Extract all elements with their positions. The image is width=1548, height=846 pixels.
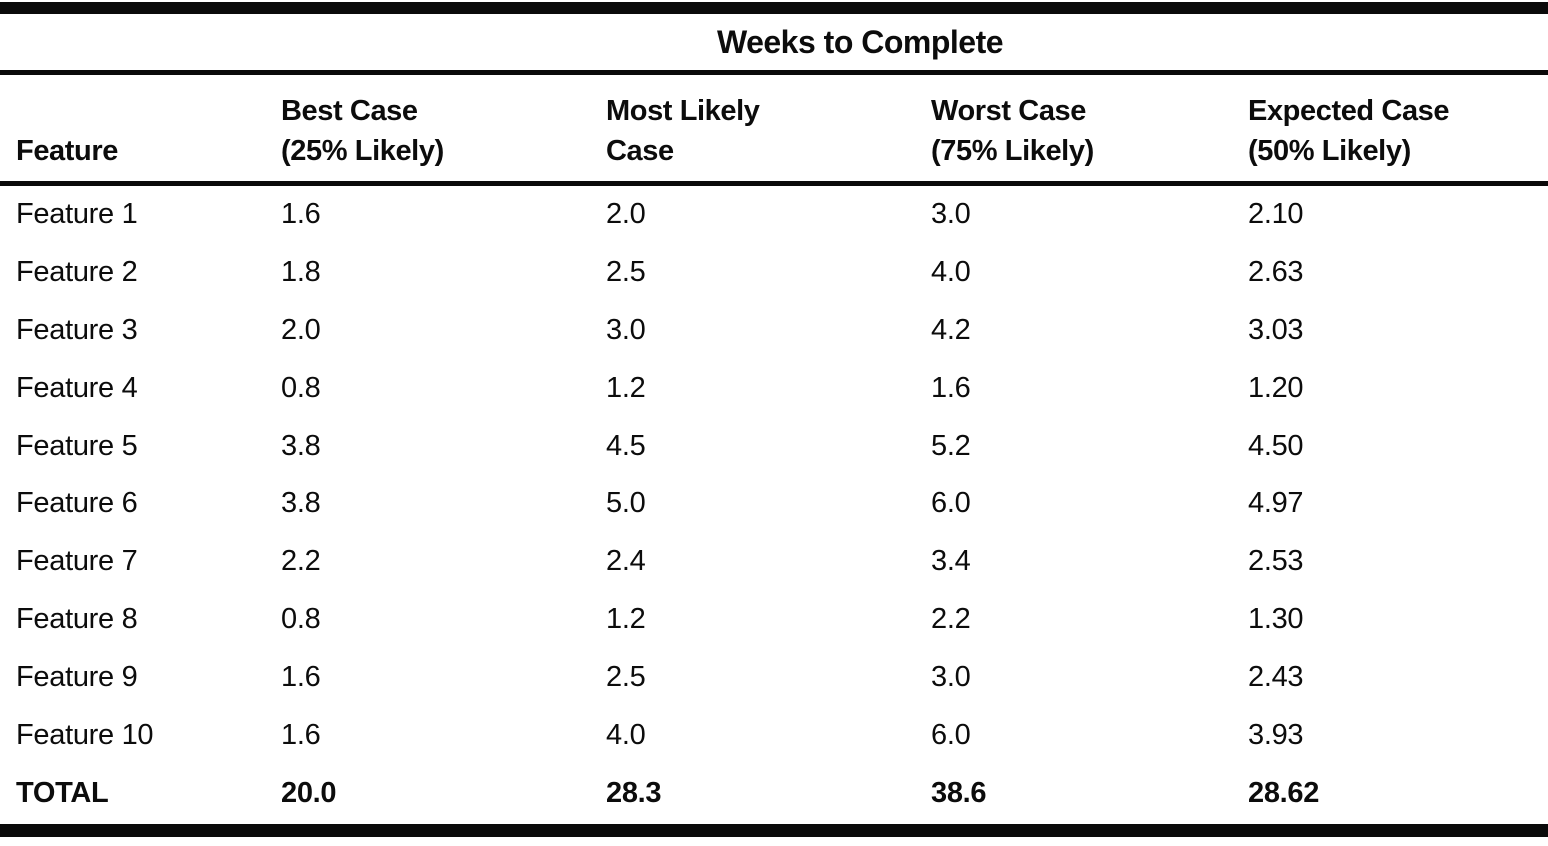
column-header-expected-case-line1: Expected Case: [1248, 95, 1450, 127]
cell-worst-case: 3.4: [931, 545, 971, 578]
span-header-label: Weeks to Complete: [716, 23, 1004, 60]
cell-feature: Feature 5: [16, 429, 138, 462]
cell-most-likely-case: 2.5: [606, 256, 646, 289]
table-body: Feature 1 1.6 2.0 3.0 2.10 Feature 2 1.8 2.5 4.0…: [0, 186, 1548, 824]
cell-worst-case: 2.2: [931, 602, 971, 635]
cell-worst-case: 4.2: [931, 313, 971, 346]
table-span-header: Weeks to Complete: [240, 14, 1480, 70]
cell-worst-case: 4.0: [931, 256, 971, 289]
cell-expected-case: 3.03: [1248, 313, 1304, 346]
cell-expected-case: 1.20: [1248, 371, 1304, 404]
cell-feature: TOTAL: [16, 777, 109, 810]
cell-most-likely-case: 1.2: [606, 371, 646, 404]
column-header-expected-case-line2: (50% Likely): [1248, 135, 1411, 167]
cell-most-likely-case: 1.2: [606, 602, 646, 635]
table-row: Feature 7 2.2 2.4 3.4 2.53: [0, 533, 1548, 591]
cell-worst-case: 38.6: [931, 777, 987, 810]
column-header-most-likely-case-line2: Case: [606, 135, 674, 167]
cell-expected-case: 28.62: [1248, 777, 1320, 810]
column-header-most-likely-case: Most Likely Case: [606, 85, 931, 171]
cell-most-likely-case: 3.0: [606, 313, 646, 346]
cell-most-likely-case: 5.0: [606, 487, 646, 520]
column-header-worst-case-line1: Worst Case: [931, 95, 1087, 127]
cell-feature: Feature 9: [16, 660, 138, 693]
table-row: Feature 9 1.6 2.5 3.0 2.43: [0, 648, 1548, 706]
table-header-row: Feature Best Case (25% Likely) Most Like…: [0, 75, 1548, 181]
table-total-row: TOTAL 20.0 28.3 38.6 28.62: [0, 764, 1548, 824]
table-top-border: [0, 2, 1548, 14]
column-header-most-likely-case-line1: Most Likely: [606, 95, 760, 127]
column-header-expected-case: Expected Case (50% Likely): [1248, 85, 1548, 171]
cell-best-case: 0.8: [281, 602, 321, 635]
cell-worst-case: 3.0: [931, 198, 971, 231]
cell-best-case: 2.0: [281, 313, 321, 346]
cell-best-case: 2.2: [281, 545, 321, 578]
column-header-worst-case: Worst Case (75% Likely): [931, 85, 1248, 171]
cell-most-likely-case: 4.0: [606, 718, 646, 751]
cell-most-likely-case: 2.4: [606, 545, 646, 578]
cell-feature: Feature 4: [16, 371, 138, 404]
cell-best-case: 0.8: [281, 371, 321, 404]
title-separator-rule: [0, 70, 1548, 75]
table-row: Feature 2 1.8 2.5 4.0 2.63: [0, 244, 1548, 302]
cell-best-case: 1.6: [281, 660, 321, 693]
table-row: Feature 5 3.8 4.5 5.2 4.50: [0, 417, 1548, 475]
cell-expected-case: 4.50: [1248, 429, 1304, 462]
cell-feature: Feature 7: [16, 545, 138, 578]
cell-feature: Feature 3: [16, 313, 138, 346]
column-header-best-case: Best Case (25% Likely): [281, 85, 606, 171]
table-row: Feature 6 3.8 5.0 6.0 4.97: [0, 475, 1548, 533]
cell-best-case: 3.8: [281, 487, 321, 520]
cell-expected-case: 2.10: [1248, 198, 1304, 231]
cell-feature: Feature 8: [16, 602, 138, 635]
table-row: Feature 10 1.6 4.0 6.0 3.93: [0, 706, 1548, 764]
table-bottom-border: [0, 823, 1548, 837]
cell-expected-case: 1.30: [1248, 602, 1304, 635]
table-row: Feature 1 1.6 2.0 3.0 2.10: [0, 186, 1548, 244]
cell-feature: Feature 1: [16, 198, 138, 231]
cell-feature: Feature 6: [16, 487, 138, 520]
table-row: Feature 3 2.0 3.0 4.2 3.03: [0, 302, 1548, 360]
cell-worst-case: 1.6: [931, 371, 971, 404]
cell-most-likely-case: 4.5: [606, 429, 646, 462]
cell-best-case: 1.8: [281, 256, 321, 289]
column-header-worst-case-line2: (75% Likely): [931, 135, 1094, 167]
cell-expected-case: 2.63: [1248, 256, 1304, 289]
cell-worst-case: 6.0: [931, 718, 971, 751]
cell-worst-case: 6.0: [931, 487, 971, 520]
cell-most-likely-case: 2.0: [606, 198, 646, 231]
column-header-feature: Feature: [0, 85, 281, 171]
cell-expected-case: 2.53: [1248, 545, 1304, 578]
cell-most-likely-case: 2.5: [606, 660, 646, 693]
table-row: Feature 4 0.8 1.2 1.6 1.20: [0, 359, 1548, 417]
cell-expected-case: 2.43: [1248, 660, 1304, 693]
header-separator-rule: [0, 181, 1548, 186]
cell-feature: Feature 10: [16, 718, 154, 751]
cell-most-likely-case: 28.3: [606, 777, 662, 810]
cell-best-case: 1.6: [281, 198, 321, 231]
column-header-feature-label: Feature: [16, 135, 118, 167]
column-header-best-case-line2: (25% Likely): [281, 135, 444, 167]
cell-expected-case: 3.93: [1248, 718, 1304, 751]
cell-feature: Feature 2: [16, 256, 138, 289]
cell-worst-case: 3.0: [931, 660, 971, 693]
table-row: Feature 8 0.8 1.2 2.2 1.30: [0, 591, 1548, 649]
column-header-best-case-line1: Best Case: [281, 95, 418, 127]
cell-best-case: 1.6: [281, 718, 321, 751]
cell-best-case: 3.8: [281, 429, 321, 462]
cell-best-case: 20.0: [281, 777, 337, 810]
cell-expected-case: 4.97: [1248, 487, 1304, 520]
cell-worst-case: 5.2: [931, 429, 971, 462]
